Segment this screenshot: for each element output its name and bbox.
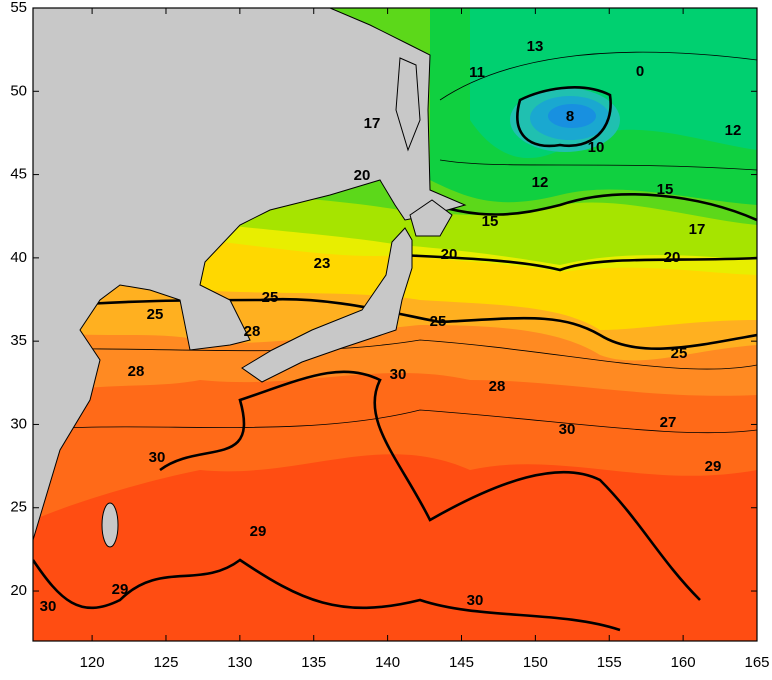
contour-label: 0	[636, 63, 644, 80]
contour-label: 25	[430, 313, 447, 330]
contour-label: 25	[147, 306, 164, 323]
x-tick-label: 135	[301, 654, 326, 671]
contour-label: 15	[657, 181, 674, 198]
y-tick-label: 40	[10, 249, 27, 266]
y-tick-label: 55	[10, 0, 27, 16]
contour-label: 29	[250, 523, 267, 540]
contour-label: 20	[354, 167, 371, 184]
x-tick-label: 145	[449, 654, 474, 671]
contour-label: 30	[390, 366, 407, 383]
contour-label: 23	[314, 255, 331, 272]
contour-label: 17	[364, 115, 381, 132]
contour-label: 15	[482, 213, 499, 230]
sst-field	[33, 8, 757, 641]
x-tick-label: 125	[153, 654, 178, 671]
contour-label: 30	[40, 598, 57, 615]
contour-label: 12	[725, 122, 742, 139]
y-tick-label: 45	[10, 166, 27, 183]
contour-label: 28	[128, 363, 145, 380]
contour-label: 25	[262, 289, 279, 306]
x-tick-label: 150	[523, 654, 548, 671]
contour-label: 30	[559, 421, 576, 438]
y-tick-label: 20	[10, 582, 27, 599]
x-tick-label: 120	[80, 654, 105, 671]
contour-label: 29	[112, 581, 129, 598]
contour-label: 30	[467, 592, 484, 609]
contour-label: 13	[527, 38, 544, 55]
contour-label: 17	[689, 221, 706, 238]
y-tick-label: 50	[10, 82, 27, 99]
contour-label: 28	[489, 378, 506, 395]
contour-label: 20	[664, 249, 681, 266]
y-tick-label: 30	[10, 415, 27, 432]
x-tick-label: 140	[375, 654, 400, 671]
contour-label: 28	[244, 323, 261, 340]
y-tick-label: 25	[10, 499, 27, 516]
map-frame	[32, 7, 758, 642]
contour-label: 10	[588, 139, 605, 156]
contour-label: 30	[149, 449, 166, 466]
contour-label: 12	[532, 174, 549, 191]
x-tick-label: 165	[744, 654, 769, 671]
contour-label: 8	[566, 108, 574, 125]
x-tick-label: 155	[597, 654, 622, 671]
y-tick-label: 35	[10, 332, 27, 349]
x-tick-label: 160	[671, 654, 696, 671]
contour-label: 25	[671, 345, 688, 362]
contour-label: 27	[660, 414, 677, 431]
x-tick-label: 130	[227, 654, 252, 671]
contour-label: 11	[469, 64, 485, 81]
contour-label: 20	[441, 246, 458, 263]
contour-label: 29	[705, 458, 722, 475]
